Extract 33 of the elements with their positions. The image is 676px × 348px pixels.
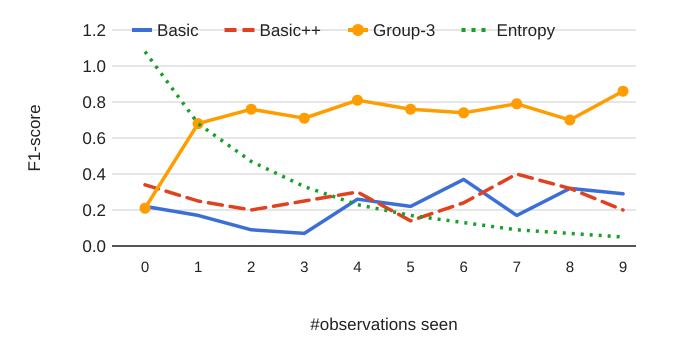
legend-label: Entropy bbox=[496, 21, 556, 40]
y-tick-label: 1.0 bbox=[82, 57, 106, 76]
x-axis-title: #observations seen bbox=[310, 315, 458, 334]
y-tick-label: 0.8 bbox=[82, 93, 106, 112]
legend-label: Basic bbox=[157, 21, 200, 40]
y-axis-title: F1-score bbox=[25, 104, 44, 172]
point bbox=[140, 202, 150, 214]
point bbox=[405, 104, 416, 115]
x-tick-label: 3 bbox=[300, 259, 309, 276]
x-tick-label: 5 bbox=[406, 259, 415, 276]
y-tick-label: 0.2 bbox=[82, 201, 106, 220]
legend-label: Group-3 bbox=[373, 21, 436, 40]
point bbox=[298, 112, 310, 124]
y-tick-label: 0.4 bbox=[82, 165, 106, 184]
x-tick-label: 4 bbox=[353, 259, 362, 276]
point bbox=[564, 114, 576, 126]
x-tick-label: 1 bbox=[194, 259, 202, 276]
x-tick-label: 0 bbox=[140, 259, 150, 276]
legend-label: Basic++ bbox=[260, 21, 321, 40]
y-tick-label: 0.6 bbox=[82, 129, 106, 148]
point bbox=[352, 94, 363, 106]
y-tick-label: 0.0 bbox=[82, 237, 106, 256]
point bbox=[458, 107, 470, 118]
point bbox=[511, 98, 522, 110]
x-tick-label: 2 bbox=[247, 259, 256, 276]
x-tick-label: 8 bbox=[566, 259, 574, 276]
x-tick-label: 6 bbox=[459, 259, 468, 276]
x-tick-label: 7 bbox=[512, 259, 521, 276]
point bbox=[618, 86, 628, 97]
line-series bbox=[143, 172, 625, 223]
point bbox=[246, 104, 257, 115]
y-tick-label: 1.2 bbox=[82, 21, 106, 40]
x-tick-label: 9 bbox=[618, 259, 628, 276]
